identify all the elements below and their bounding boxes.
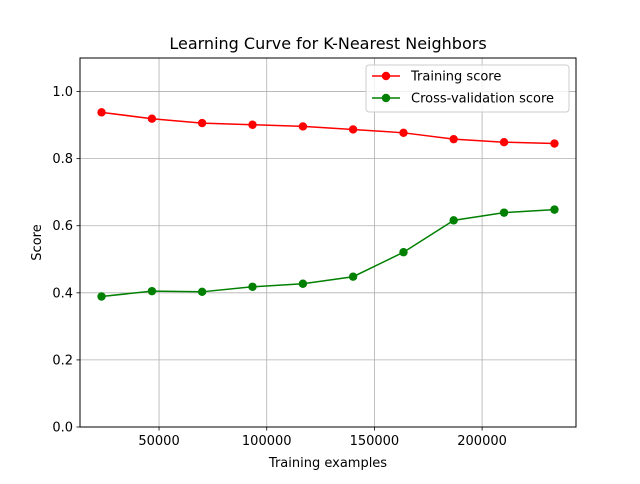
cross-validation-score-line: [101, 208, 555, 298]
cross-validation-score-point: [399, 248, 408, 257]
plot-area: [80, 58, 576, 427]
training-score-point: [248, 120, 257, 129]
chart-title: Learning Curve for K-Nearest Neighbors: [169, 34, 486, 53]
plot-frame: [79, 57, 577, 428]
cross-validation-score-point: [449, 216, 458, 225]
cross-validation-score-point: [298, 279, 308, 288]
training-score-point: [97, 108, 106, 117]
x-tick-label: 50000: [138, 434, 179, 449]
training-score-point: [449, 134, 458, 144]
training-score-point: [197, 118, 207, 128]
y-tick-label: 0.0: [52, 421, 73, 436]
x-axis-label: Training examples: [268, 456, 387, 471]
cross-validation-score-point: [499, 208, 509, 217]
x-tick-label: 150000: [350, 434, 400, 449]
training-score-point: [499, 137, 509, 147]
y-tick-label: 0.4: [52, 286, 73, 301]
training-score-point: [550, 139, 559, 148]
y-tick-label: 0.6: [52, 219, 73, 234]
cross-validation-score-point: [147, 286, 157, 296]
legend-label-cross-validation: Cross-validation score: [411, 92, 554, 107]
cross-validation-score-point: [550, 205, 559, 214]
legend-box: [365, 64, 570, 113]
training-score-line: [101, 111, 555, 145]
legend-label-training: Training score: [410, 70, 501, 85]
training-score-point: [298, 122, 308, 131]
legend-marker-training: [381, 71, 391, 81]
cross-validation-score-point: [197, 287, 207, 297]
cross-validation-score-point: [248, 282, 257, 291]
cross-validation-score-point: [348, 272, 358, 281]
y-axis-ticks: 0.0 0.2 0.4 0.6 0.8 1.0: [52, 85, 80, 436]
x-tick-label: 100000: [242, 434, 292, 449]
y-tick-label: 0.8: [52, 152, 73, 167]
training-score-point: [399, 128, 408, 138]
y-tick-label: 1.0: [52, 85, 73, 100]
legend: Training score Cross-validation score: [365, 64, 570, 113]
legend-marker-cross-validation: [381, 93, 391, 103]
cross-validation-score-point: [97, 292, 106, 301]
x-tick-label: 200000: [457, 434, 507, 449]
training-score-point: [348, 125, 358, 134]
y-tick-label: 0.2: [52, 353, 73, 368]
y-axis-label: Score: [30, 224, 45, 260]
series-layer: [97, 108, 559, 301]
training-score-point: [147, 114, 157, 123]
x-axis-ticks: 50000 100000 150000 200000: [138, 427, 507, 449]
